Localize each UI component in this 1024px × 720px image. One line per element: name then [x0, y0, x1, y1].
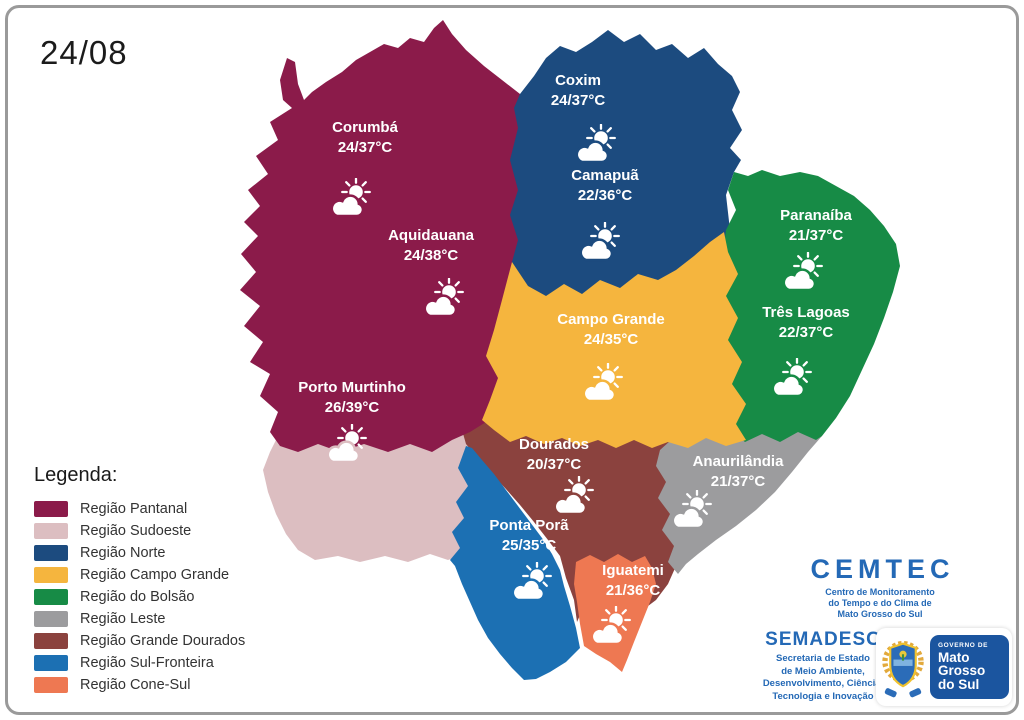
legend-color-swatch — [34, 677, 68, 693]
city-forecast: Coxim 24/37°C — [551, 71, 605, 111]
forecast-date: 24/08 — [40, 34, 128, 71]
sun-behind-cloud-icon — [771, 358, 812, 398]
legend-item: Região Pantanal — [34, 501, 245, 517]
city-forecast: Dourados 20/37°C — [519, 435, 589, 475]
legend: Legenda: Região Pantanal Região Sudoeste… — [34, 464, 245, 699]
city-temp: 24/38°C — [403, 247, 459, 264]
legend-items: Região Pantanal Região Sudoeste Região N… — [34, 501, 245, 693]
city-temp: 21/37°C — [710, 473, 766, 490]
legend-item: Região Norte — [34, 545, 245, 561]
legend-label: Região Leste — [80, 611, 166, 627]
city-name: Dourados — [518, 436, 590, 453]
city-name: Ponta Porã — [489, 517, 569, 534]
legend-color-swatch — [34, 501, 68, 517]
region-leste — [656, 428, 822, 574]
city-name: Três Lagoas — [762, 304, 850, 321]
city-temp: 24/37°C — [337, 139, 393, 156]
legend-item: Região Cone-Sul — [34, 677, 245, 693]
city-temp: 20/37°C — [526, 456, 582, 473]
legend-item: Região Leste — [34, 611, 245, 627]
city-name: Porto Murtinho — [298, 379, 406, 396]
semadesc-subtitle: Secretaria de Estado de Meio Ambiente, D… — [762, 653, 884, 702]
legend-item: Região Grande Dourados — [34, 633, 245, 649]
sun-behind-cloud-icon — [782, 252, 823, 292]
city-temp: 21/37°C — [788, 227, 844, 244]
semadesc-name: SEMADESC — [765, 629, 881, 650]
city-forecast: Campo Grande 24/35°C — [557, 310, 665, 350]
city-name: Camapuã — [571, 167, 639, 184]
legend-item: Região Sudoeste — [34, 523, 245, 539]
legend-color-swatch — [34, 545, 68, 561]
legend-color-swatch — [34, 611, 68, 627]
city-name: Aquidauana — [388, 227, 474, 244]
cemtec-logo: CEMTEC Centro de Monitoramento do Tempo … — [800, 554, 960, 620]
legend-label: Região Pantanal — [80, 501, 188, 517]
legend-title: Legenda: — [34, 464, 118, 486]
legend-color-swatch — [34, 523, 68, 539]
governo-ms-logo: GOVERNO DE Mato Grosso do Sul — [876, 628, 1012, 706]
legend-label: Região Cone-Sul — [80, 677, 191, 693]
region-norte — [510, 30, 742, 302]
city-forecast: Porto Murtinho 26/39°C — [298, 378, 405, 418]
sun-behind-cloud-icon — [582, 363, 623, 403]
city-temp: 21/36°C — [605, 582, 661, 599]
city-name: Coxim — [555, 72, 601, 89]
region-campo-grande — [482, 232, 746, 448]
city-forecast: Aquidauana 24/38°C — [388, 226, 474, 266]
ms-coat-of-arms-icon — [882, 640, 924, 698]
cemtec-subtitle: Centro de Monitoramento do Tempo e do Cl… — [825, 587, 935, 619]
legend-label: Região Norte — [80, 545, 166, 561]
legend-color-swatch — [34, 589, 68, 605]
city-name: Iguatemi — [602, 562, 664, 579]
city-temp: 24/35°C — [583, 331, 639, 348]
sun-behind-cloud-icon — [553, 476, 594, 516]
sun-behind-cloud-icon — [590, 606, 631, 646]
sun-behind-cloud-icon — [575, 124, 616, 164]
legend-label: Região Campo Grande — [80, 567, 230, 583]
city-name: Anaurilândia — [692, 453, 784, 470]
sun-behind-cloud-icon — [671, 490, 712, 530]
region-sudoeste — [263, 424, 475, 562]
legend-label: Região Sudoeste — [80, 523, 192, 539]
cemtec-name: CEMTEC — [810, 554, 955, 584]
region-sul-fronteira — [450, 446, 580, 680]
legend-label: Região Grande Dourados — [80, 633, 246, 649]
legend-color-swatch — [34, 633, 68, 649]
city-forecast: Três Lagoas 22/37°C — [762, 303, 850, 343]
city-temp: 24/37°C — [550, 92, 606, 109]
city-temp: 22/36°C — [577, 187, 633, 204]
region-pantanal — [240, 20, 530, 452]
sun-behind-cloud-icon — [511, 562, 552, 602]
sun-behind-cloud-icon — [326, 424, 367, 464]
city-name: Campo Grande — [557, 311, 665, 328]
semadesc-logo: SEMADESC Secretaria de Estado de Meio Am… — [748, 629, 898, 703]
legend-label: Região do Bolsão — [80, 589, 195, 605]
city-forecast: Anaurilândia 21/37°C — [693, 452, 784, 492]
sun-behind-cloud-icon — [330, 178, 371, 218]
legend-color-swatch — [34, 567, 68, 583]
legend-item: Região do Bolsão — [34, 589, 245, 605]
governo-ms-wordmark: GOVERNO DE Mato Grosso do Sul — [930, 634, 1009, 700]
legend-item: Região Sul-Fronteira — [34, 655, 245, 671]
city-forecast: Camapuã 22/36°C — [571, 166, 639, 206]
governo-ms-name: Mato Grosso do Sul — [938, 649, 986, 692]
city-temp: 25/35°C — [501, 537, 557, 554]
city-temp: 26/39°C — [324, 399, 380, 416]
city-temp: 22/37°C — [778, 324, 834, 341]
city-name: Paranaíba — [780, 207, 852, 224]
legend-color-swatch — [34, 655, 68, 671]
city-name: Corumbá — [332, 119, 398, 136]
sun-behind-cloud-icon — [579, 222, 620, 262]
city-forecast: Ponta Porã 25/35°C — [489, 516, 568, 556]
legend-item: Região Campo Grande — [34, 567, 245, 583]
sun-behind-cloud-icon — [423, 278, 464, 318]
legend-label: Região Sul-Fronteira — [80, 655, 214, 671]
city-forecast: Paranaíba 21/37°C — [780, 206, 852, 246]
region-bolsao — [716, 170, 900, 442]
city-forecast: Iguatemi 21/36°C — [602, 561, 664, 601]
city-forecast: Corumbá 24/37°C — [332, 118, 398, 158]
